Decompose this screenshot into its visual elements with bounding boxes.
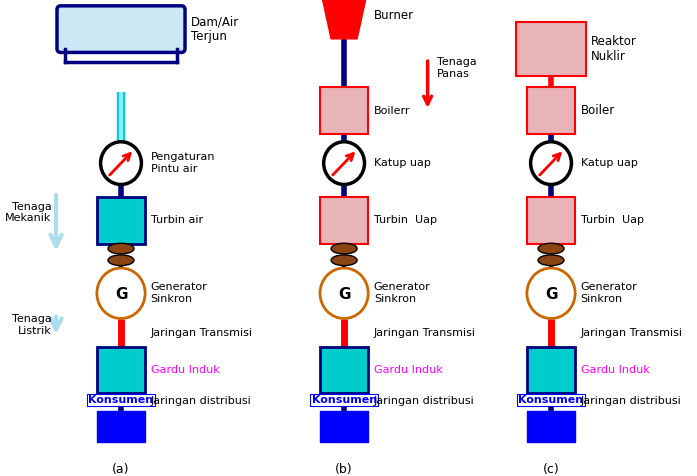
Text: Jaringan distribusi: Jaringan distribusi [581,396,682,406]
Text: Turbin air: Turbin air [151,216,203,226]
Text: Tenaga
Mekanik: Tenaga Mekanik [5,202,52,223]
Text: (b): (b) [335,463,353,476]
Text: Pengaturan
Pintu air: Pengaturan Pintu air [151,152,215,174]
Text: Konsumen: Konsumen [89,395,153,405]
Ellipse shape [538,243,564,254]
Text: Jaringan Transmisi: Jaringan Transmisi [581,327,683,337]
Text: Jaringan distribusi: Jaringan distribusi [374,396,475,406]
Ellipse shape [108,255,134,266]
Circle shape [527,268,575,318]
Bar [97,411,145,442]
Text: Gardu Induk: Gardu Induk [374,365,443,375]
Circle shape [97,268,145,318]
Bar [97,197,145,244]
Text: Generator
Sinkron: Generator Sinkron [151,282,208,304]
Circle shape [100,142,141,185]
Text: Jaringan distribusi: Jaringan distribusi [151,396,252,406]
Text: Generator
Sinkron: Generator Sinkron [374,282,431,304]
Bar [320,88,368,134]
Circle shape [320,268,368,318]
Bar [97,347,145,393]
Text: Katup uap: Katup uap [581,158,638,168]
Circle shape [530,142,572,185]
Bar [527,197,575,244]
Text: Gardu Induk: Gardu Induk [581,365,650,375]
Text: Turbin  Uap: Turbin Uap [374,216,437,226]
Text: Dam/Air
Terjun: Dam/Air Terjun [190,15,239,43]
Text: (a): (a) [112,463,130,476]
Polygon shape [321,0,367,39]
FancyBboxPatch shape [57,6,185,52]
Text: Turbin  Uap: Turbin Uap [581,216,644,226]
Text: Boiler: Boiler [581,104,615,117]
Text: Gardu Induk: Gardu Induk [151,365,220,375]
Text: Jaringan Transmisi: Jaringan Transmisi [374,327,476,337]
Text: (c): (c) [543,463,560,476]
Bar [320,411,368,442]
Text: Boilerr: Boilerr [374,106,411,116]
Text: G: G [338,287,351,302]
Ellipse shape [331,243,357,254]
Text: Konsumen: Konsumen [312,395,376,405]
Text: Tenaga
Panas: Tenaga Panas [437,57,477,79]
Circle shape [323,142,365,185]
Bar [527,88,575,134]
Text: G: G [115,287,128,302]
Text: Katup uap: Katup uap [374,158,431,168]
Text: Konsumen: Konsumen [519,395,583,405]
Bar [516,22,586,76]
Text: Burner: Burner [374,9,414,22]
Ellipse shape [108,243,134,254]
Text: Generator
Sinkron: Generator Sinkron [581,282,638,304]
Ellipse shape [538,255,564,266]
Text: Reaktor
Nuklir: Reaktor Nuklir [591,35,637,63]
Bar [320,197,368,244]
Bar [320,347,368,393]
Text: G: G [545,287,558,302]
Text: Jaringan Transmisi: Jaringan Transmisi [151,327,253,337]
Bar [527,411,575,442]
Ellipse shape [331,255,357,266]
Bar [527,347,575,393]
Text: Tenaga
Listrik: Tenaga Listrik [12,314,52,336]
